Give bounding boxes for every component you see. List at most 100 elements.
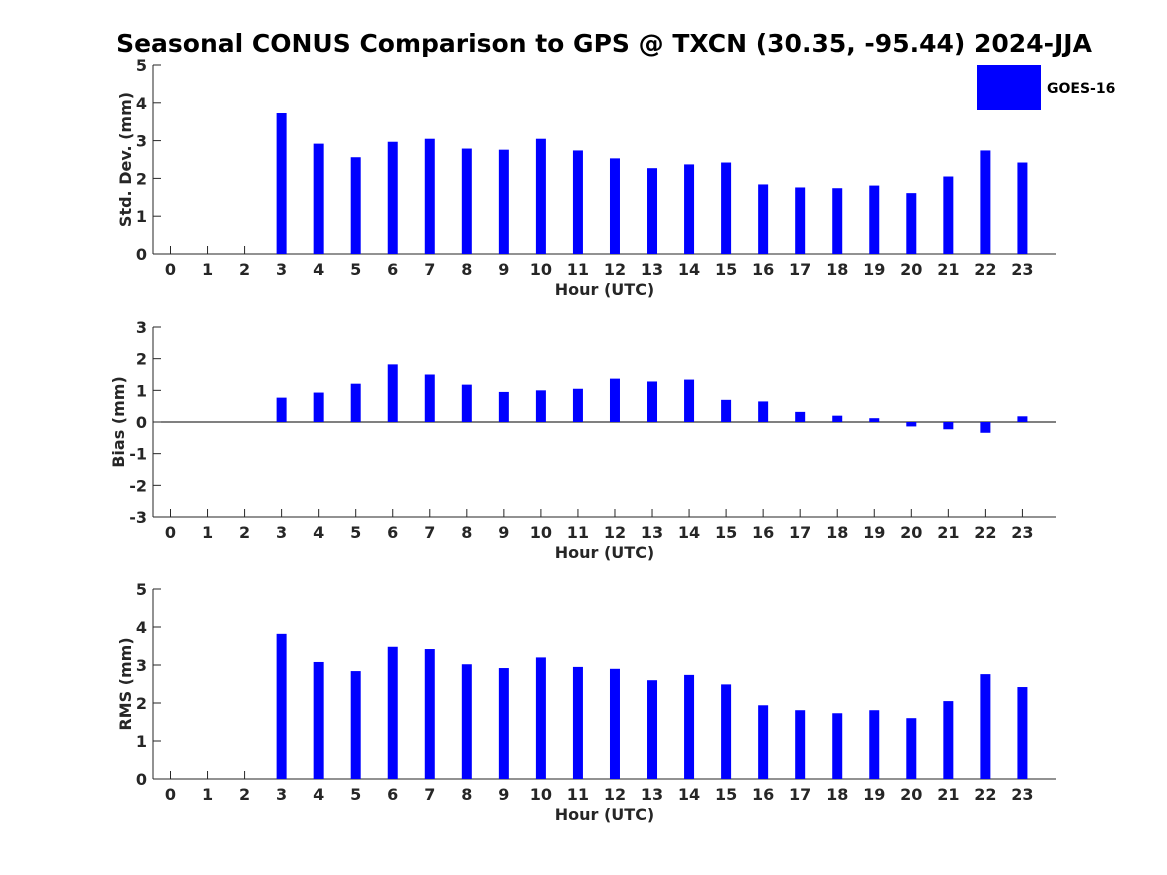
x-tick-label: 21 [937, 260, 959, 279]
x-tick-label: 2 [239, 523, 250, 542]
x-tick-label: 5 [350, 260, 361, 279]
y-tick-label: 1 [136, 207, 147, 226]
bar [572, 666, 583, 779]
x-tick-label: 6 [387, 785, 398, 804]
x-tick-label: 0 [165, 523, 176, 542]
y-tick-label: 5 [136, 56, 147, 75]
bar [572, 388, 583, 422]
bar [387, 646, 398, 779]
x-tick-label: 8 [461, 785, 472, 804]
bar [906, 718, 917, 779]
x-tick-label: 18 [826, 260, 848, 279]
x-tick-label: 6 [387, 260, 398, 279]
bar [461, 384, 472, 422]
x-tick-label: 2 [239, 260, 250, 279]
bar [869, 185, 880, 254]
bar [313, 392, 324, 422]
bar [832, 713, 843, 779]
bar [350, 671, 361, 779]
y-tick-label: 4 [136, 94, 147, 113]
x-tick-label: 1 [202, 523, 213, 542]
bar [498, 668, 509, 779]
x-tick-label: 15 [715, 785, 737, 804]
x-tick-label: 5 [350, 523, 361, 542]
bar [758, 401, 769, 422]
y-tick-label: 1 [136, 732, 147, 751]
bar [684, 379, 695, 422]
y-tick-label: 2 [136, 169, 147, 188]
x-tick-label: 20 [900, 785, 922, 804]
x-tick-label: 23 [1011, 785, 1033, 804]
bar [721, 162, 732, 254]
bar [424, 649, 435, 779]
bar [276, 113, 287, 254]
bar [906, 422, 917, 427]
x-tick-label: 20 [900, 260, 922, 279]
x-tick-label: 3 [276, 785, 287, 804]
x-tick-label: 18 [826, 523, 848, 542]
x-tick-label: 17 [789, 785, 811, 804]
x-axis-label: Hour (UTC) [555, 280, 655, 299]
bar [535, 138, 546, 254]
bar [535, 390, 546, 422]
x-tick-label: 10 [530, 260, 552, 279]
bar [1017, 416, 1028, 422]
x-tick-label: 4 [313, 785, 324, 804]
y-tick-label: 3 [136, 318, 147, 337]
x-tick-label: 23 [1011, 523, 1033, 542]
x-tick-label: 16 [752, 523, 774, 542]
y-tick-label: 3 [136, 656, 147, 675]
x-tick-label: 0 [165, 785, 176, 804]
y-tick-label: 1 [136, 381, 147, 400]
x-tick-label: 10 [530, 785, 552, 804]
bar [869, 710, 880, 779]
bar [535, 657, 546, 779]
x-tick-label: 15 [715, 523, 737, 542]
x-tick-label: 19 [863, 785, 885, 804]
x-tick-label: 14 [678, 785, 700, 804]
x-tick-label: 12 [604, 785, 626, 804]
x-tick-label: 21 [937, 523, 959, 542]
bar [350, 383, 361, 422]
y-tick-label: 0 [136, 770, 147, 789]
x-tick-label: 12 [604, 260, 626, 279]
x-tick-label: 21 [937, 785, 959, 804]
bar [832, 188, 843, 254]
bar [424, 138, 435, 254]
bar [1017, 687, 1028, 779]
bar [758, 705, 769, 779]
x-tick-label: 7 [424, 523, 435, 542]
x-tick-label: 4 [313, 260, 324, 279]
bar [276, 397, 287, 422]
y-tick-label: -1 [129, 445, 147, 464]
x-tick-label: 22 [974, 523, 996, 542]
bar [795, 187, 806, 254]
chart-title: Seasonal CONUS Comparison to GPS @ TXCN … [116, 29, 1092, 58]
bar [647, 381, 658, 422]
y-tick-label: -3 [129, 508, 147, 527]
x-tick-label: 10 [530, 523, 552, 542]
bar [313, 143, 324, 254]
bar [276, 633, 287, 779]
bar [832, 415, 843, 422]
bar [980, 674, 991, 779]
legend: GOES-16 [977, 65, 1115, 110]
x-tick-label: 7 [424, 260, 435, 279]
bar [424, 374, 435, 422]
legend-swatch [977, 65, 1041, 110]
x-tick-label: 9 [498, 785, 509, 804]
x-tick-label: 4 [313, 523, 324, 542]
bar [795, 710, 806, 779]
bar [498, 391, 509, 422]
x-tick-label: 18 [826, 785, 848, 804]
bar [943, 176, 954, 254]
bar [758, 184, 769, 254]
x-tick-label: 14 [678, 260, 700, 279]
bar [943, 701, 954, 779]
y-tick-label: 2 [136, 350, 147, 369]
x-tick-label: 13 [641, 260, 663, 279]
x-tick-label: 3 [276, 523, 287, 542]
x-tick-label: 13 [641, 785, 663, 804]
bar [684, 674, 695, 779]
x-tick-label: 19 [863, 523, 885, 542]
